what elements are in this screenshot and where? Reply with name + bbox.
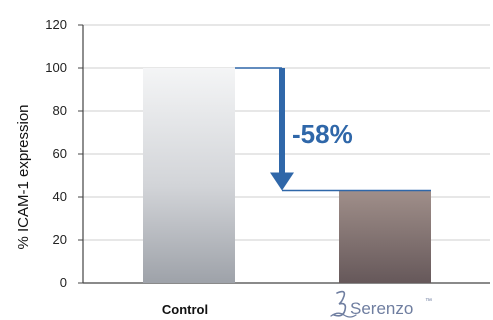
y-axis-ticks: 0 20 40 60 80 100 120 (45, 17, 83, 290)
y-tick-label: 120 (45, 17, 67, 32)
reduction-annotation: -58% (235, 67, 431, 192)
bar-serenzo (339, 190, 431, 283)
category-label-control: Control (162, 302, 208, 317)
bars (143, 68, 431, 283)
y-tick-label: 0 (60, 275, 67, 290)
bar-control (143, 68, 235, 283)
serenzo-logo: Serenzo ™ (330, 290, 432, 318)
y-axis-title: % ICAM-1 expression (15, 104, 32, 249)
y-tick-label: 20 (53, 232, 67, 247)
serenzo-logo-wave (330, 312, 357, 318)
category-label-serenzo: Serenzo (350, 299, 413, 318)
annotation-arrow-head (270, 172, 294, 191)
y-tick-label: 60 (53, 146, 67, 161)
y-tick-label: 40 (53, 189, 67, 204)
serenzo-logo-mark (333, 290, 347, 317)
y-tick-label: 80 (53, 103, 67, 118)
y-tick-label: 100 (45, 60, 67, 75)
reduction-label: -58% (292, 119, 353, 149)
trademark-mark: ™ (425, 298, 432, 305)
